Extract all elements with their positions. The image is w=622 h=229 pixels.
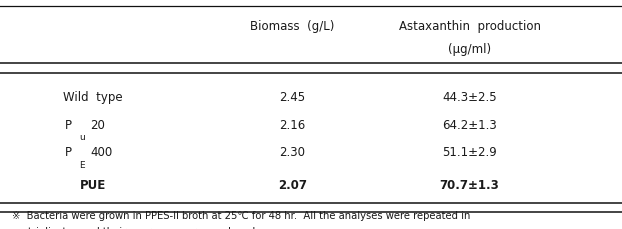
Text: 64.2±1.3: 64.2±1.3 bbox=[442, 118, 497, 131]
Text: Biomass  (g/L): Biomass (g/L) bbox=[250, 20, 335, 33]
Text: 51.1±2.9: 51.1±2.9 bbox=[442, 146, 497, 159]
Text: 2.16: 2.16 bbox=[279, 118, 305, 131]
Text: 2.45: 2.45 bbox=[279, 91, 305, 104]
Text: 400: 400 bbox=[90, 146, 113, 159]
Text: 70.7±1.3: 70.7±1.3 bbox=[440, 178, 499, 191]
Text: u: u bbox=[79, 133, 85, 142]
Text: E: E bbox=[79, 160, 85, 169]
Text: 44.3±2.5: 44.3±2.5 bbox=[442, 91, 497, 104]
Text: Astaxanthin  production: Astaxanthin production bbox=[399, 20, 541, 33]
Text: 20: 20 bbox=[90, 118, 105, 131]
Text: 2.30: 2.30 bbox=[279, 146, 305, 159]
Text: PUE: PUE bbox=[80, 178, 106, 191]
Text: P: P bbox=[65, 146, 72, 159]
Text: ※  Bacteria were grown in PPES-II broth at 25℃ for 48 hr.  All the analyses were: ※ Bacteria were grown in PPES-II broth a… bbox=[12, 210, 471, 220]
Text: (μg/ml): (μg/ml) bbox=[448, 43, 491, 56]
Text: triplicates and their averages were employed.: triplicates and their averages were empl… bbox=[28, 226, 259, 229]
Text: P: P bbox=[65, 118, 72, 131]
Text: 2.07: 2.07 bbox=[278, 178, 307, 191]
Text: Wild  type: Wild type bbox=[63, 91, 123, 104]
